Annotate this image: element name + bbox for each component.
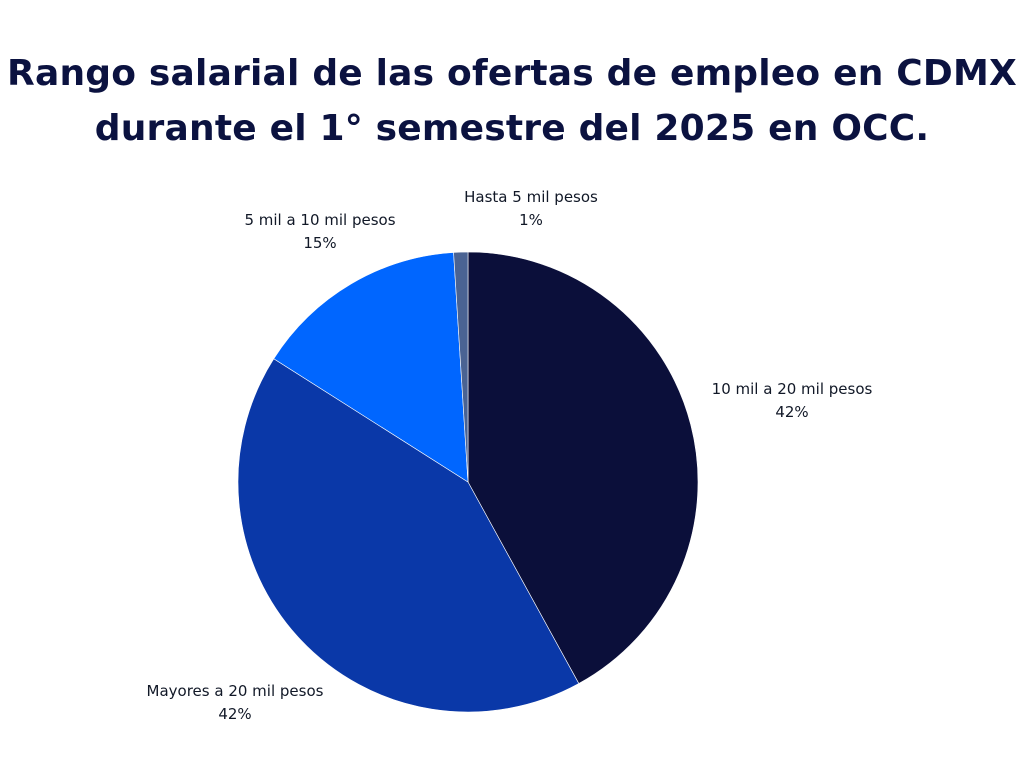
slice-label-percent: 42% xyxy=(775,403,809,421)
slice-label-percent: 42% xyxy=(218,705,252,723)
slice-label-name: Mayores a 20 mil pesos xyxy=(146,682,324,700)
slice-label-10-20-mil: 10 mil a 20 mil pesos 42% xyxy=(712,378,873,424)
pie-slice-0 xyxy=(467,251,699,684)
pie-slice-1 xyxy=(237,358,580,713)
pie-slice-3 xyxy=(453,251,469,483)
slice-label-name: 5 mil a 10 mil pesos xyxy=(244,211,396,229)
chart-title-line-1: Rango salarial de las ofertas de empleo … xyxy=(7,53,1017,94)
slice-label-name: Hasta 5 mil pesos xyxy=(464,188,598,206)
slice-label-percent: 1% xyxy=(519,211,543,229)
slice-label-mayores-20-mil: Mayores a 20 mil pesos 42% xyxy=(147,680,324,726)
slice-label-percent: 15% xyxy=(303,234,337,252)
slice-label-name: 10 mil a 20 mil pesos xyxy=(711,380,873,398)
chart-title: Rango salarial de las ofertas de empleo … xyxy=(0,46,1024,156)
chart-title-line-2: durante el 1° semestre del 2025 en OCC. xyxy=(94,108,930,149)
pie-slices xyxy=(237,251,699,713)
slice-label-5-10-mil: 5 mil a 10 mil pesos 15% xyxy=(244,209,395,255)
pie-slice-2 xyxy=(273,252,469,483)
slice-label-hasta-5-mil: Hasta 5 mil pesos 1% xyxy=(464,186,598,232)
